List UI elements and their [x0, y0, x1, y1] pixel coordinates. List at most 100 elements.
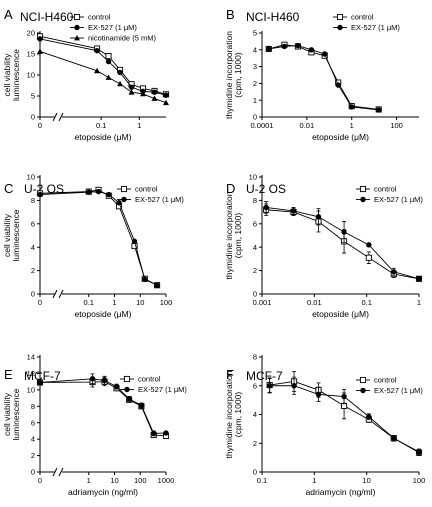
y-axis-label-b-2: (cpm, 1000)	[233, 52, 243, 98]
y-tick-label-d-2: 2	[253, 266, 257, 275]
axes-e	[37, 355, 167, 477]
y-tick-label-c-10: 10	[27, 173, 35, 182]
x-tick-label-f-0-1: 0.1	[257, 476, 267, 485]
y-axis-label-d-2: (cpm, 1000)	[233, 213, 243, 259]
series-f-ex-527-1-m	[266, 376, 422, 456]
panel-title-d: U-2 OS	[246, 182, 286, 196]
y-axis-label-c-2: luminescence	[11, 209, 21, 261]
legend-marker-a-ex-527-1-m	[74, 24, 80, 31]
y-tick-label-f-4: 4	[253, 410, 257, 419]
legend-label-b-control: control	[351, 13, 374, 22]
legend-label-c-ex-527-1-m: EX-527 (1 μM)	[135, 195, 184, 204]
legend-marker-e-control	[123, 375, 131, 383]
series-line-a-nicotinamide-5-mm	[39, 51, 167, 104]
y-axis-label-a-1: cell viability	[2, 53, 12, 97]
panel-title-f: MCF-7	[246, 369, 283, 383]
legend-marker-c-ex-527-1-m	[121, 196, 127, 203]
x-tick-label-e-10: 10	[110, 476, 118, 485]
y-tick-label-e-8: 8	[31, 402, 35, 411]
y-axis-label-f-2: (cpm, 1000)	[233, 392, 243, 438]
panel-letter-d: D	[226, 181, 235, 196]
data-point-e-ex-527-1-m-7	[163, 430, 169, 436]
data-point-f-ex-527-1-m-4	[366, 413, 372, 420]
data-point-f-ex-527-1-m-5	[391, 435, 397, 441]
legend-label-f-control: control	[374, 376, 397, 385]
data-point-e-ex-527-1-m-5	[138, 402, 145, 409]
axis-break-mark-1-e	[52, 467, 58, 477]
y-tick-label-c-6: 6	[31, 219, 35, 228]
data-point-a-ex-527-1-m-7	[163, 92, 169, 98]
y-tick-label-b-5: 5	[253, 29, 257, 38]
legend-marker-a-control	[73, 13, 81, 21]
panel-e: E MCF-7 0 2 4 6 8 10 12 14 0 1 10 100 1000 adriamycin (…	[2, 353, 187, 497]
data-point-c-ex-527-1-m-1	[86, 189, 92, 195]
legend-label-c-control: control	[135, 185, 158, 194]
data-point-a-ex-527-1-m-2	[105, 58, 112, 65]
axes-b	[259, 31, 419, 120]
data-point-b-ex-527-1-m-0	[266, 46, 272, 52]
x-tick-label-a-0-1: 0.1	[96, 121, 106, 130]
data-point-d-ex-527-1-m-3	[341, 229, 347, 235]
legend-marker-d-ex-527-1-m	[360, 196, 366, 203]
y-tick-label-d-6: 6	[253, 219, 257, 228]
y-tick-label-e-10: 10	[27, 385, 35, 394]
axes-d	[259, 175, 420, 297]
panel-title-b: NCI-H460	[246, 10, 300, 24]
data-point-e-ex-527-1-m-4	[126, 396, 132, 402]
panel-f: F MCF-7 0 2 4 6 8 0.1 1 10 100 adriamycin (ng/ml) th…	[224, 353, 425, 497]
y-tick-label-c-4: 4	[31, 243, 35, 252]
y-tick-label-f-2: 2	[253, 439, 257, 448]
panel-letter-a: A	[4, 7, 13, 22]
series-b-ex-527-1-m	[266, 42, 382, 113]
data-point-b-ex-527-1-m-6	[349, 104, 355, 110]
legend-marker-c-control	[120, 185, 128, 193]
panel-letter-f: F	[226, 367, 234, 382]
y-tick-label-a-15: 15	[27, 50, 35, 59]
panel-b: B NCI-H460 0 1 2 3 4 5 0.0001 0.01 1 100 etoposide (…	[224, 7, 419, 142]
y-tick-label-c-0: 0	[31, 290, 35, 299]
data-point-a-nicotinamide-5-mm-4	[128, 89, 135, 95]
legend-label-a-ex-527-1-m: EX-527 (1 μM)	[88, 23, 137, 32]
y-tick-label-a-20: 20	[27, 29, 35, 38]
y-tick-label-b-1: 1	[253, 96, 257, 105]
y-axis-label-f-1: thymidine incorporation	[224, 370, 234, 458]
data-point-c-ex-527-1-m-6	[142, 276, 148, 283]
data-point-c-ex-527-1-m-3	[106, 191, 112, 198]
data-point-d-ex-527-1-m-2	[315, 214, 322, 220]
x-tick-label-d-0-01: 0.01	[307, 298, 322, 307]
y-axis-label-b-1: thymidine incorporation	[224, 31, 234, 119]
y-tick-label-c-8: 8	[31, 196, 35, 205]
data-point-f-ex-527-1-m-1	[291, 383, 297, 389]
data-point-b-ex-527-1-m-7	[376, 107, 382, 113]
y-tick-label-e-12: 12	[27, 369, 35, 378]
y-tick-label-b-2: 2	[253, 79, 257, 88]
panel-letter-c: C	[4, 181, 13, 196]
y-axis-label-d-1: thymidine incorporation	[224, 191, 234, 279]
data-point-f-ex-527-1-m-3	[341, 393, 347, 400]
series-d-ex-527-1-m	[263, 201, 422, 282]
series-c-ex-527-1-m	[37, 188, 160, 288]
series-line-a-ex-527-1-m	[39, 38, 167, 96]
axis-break-mark-2-a	[58, 112, 64, 122]
data-point-d-ex-527-1-m-6	[416, 276, 422, 282]
x-tick-label-b-0-0001: 0.0001	[251, 121, 274, 130]
y-tick-label-a-0: 0	[31, 113, 35, 122]
data-point-b-ex-527-1-m-1	[281, 43, 288, 50]
data-point-a-ex-527-1-m-4	[128, 84, 135, 90]
legend-marker-b-ex-527-1-m	[337, 24, 343, 31]
x-tick-label-e-zero: 0	[38, 476, 42, 485]
y-tick-label-d-0: 0	[253, 290, 257, 299]
x-axis-label-a: etoposide (μM)	[75, 132, 132, 142]
y-tick-label-d-4: 4	[253, 243, 257, 252]
axes-a	[37, 31, 166, 122]
x-tick-label-a-1: 1	[137, 121, 141, 130]
x-axis-label-b: etoposide (μM)	[312, 132, 369, 142]
legend-label-a-control: control	[88, 13, 111, 22]
series-a-nicotinamide-5-mm	[37, 48, 169, 106]
